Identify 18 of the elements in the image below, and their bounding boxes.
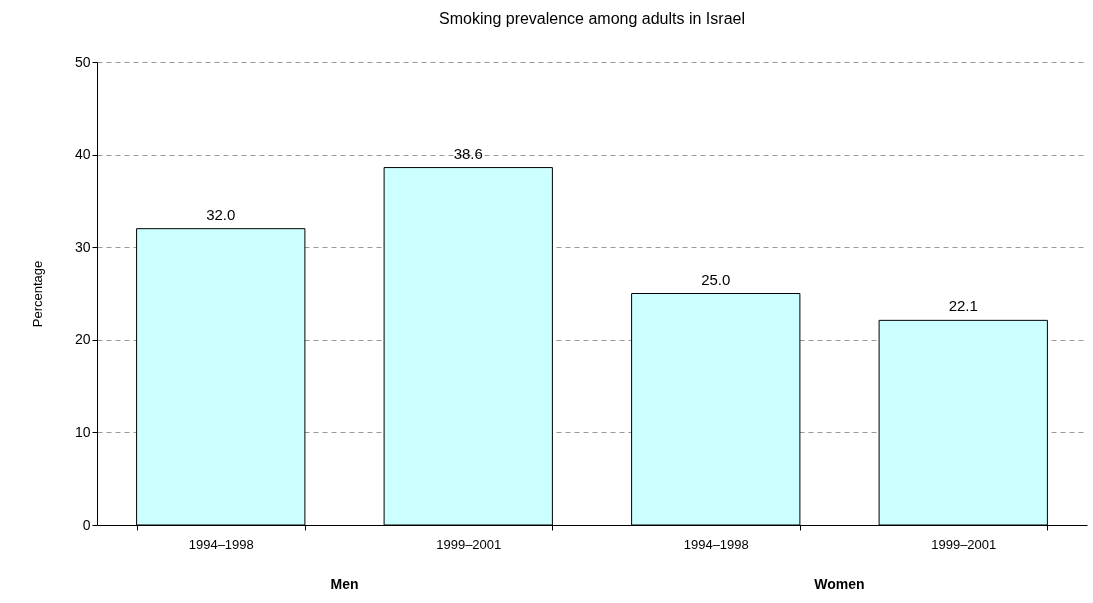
y-axis-title: Percentage (29, 260, 45, 328)
y-tick-label: 30 (74, 238, 91, 255)
data-label: 32.0 (206, 205, 236, 223)
text: Women (814, 576, 865, 592)
chart-title: Smoking prevalence among adults in Israel (439, 10, 745, 27)
text: Men (330, 576, 359, 592)
x-tick-label: 1999–2001 (436, 536, 502, 552)
y-tick-label: 40 (74, 146, 91, 163)
y-tick-label: 20 (74, 331, 91, 348)
data-label: 25.0 (701, 270, 731, 288)
y-tick-label: 50 (74, 53, 91, 70)
x-tick-label: 1994–1998 (683, 536, 749, 552)
y-tick-label: 10 (74, 423, 91, 440)
y-tick-label: 0 (82, 516, 91, 533)
data-label: 38.6 (453, 144, 483, 162)
x-tick-label: 1999–2001 (931, 536, 997, 552)
x-tick-label: 1994–1998 (188, 536, 254, 552)
data-label: 22.1 (948, 297, 978, 315)
